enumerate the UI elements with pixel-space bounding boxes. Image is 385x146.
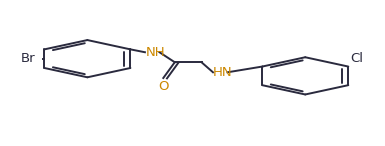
Text: NH: NH bbox=[146, 46, 165, 59]
Text: O: O bbox=[158, 80, 169, 93]
Text: Cl: Cl bbox=[350, 52, 363, 65]
Text: Br: Br bbox=[21, 52, 36, 65]
Text: HN: HN bbox=[213, 66, 233, 79]
